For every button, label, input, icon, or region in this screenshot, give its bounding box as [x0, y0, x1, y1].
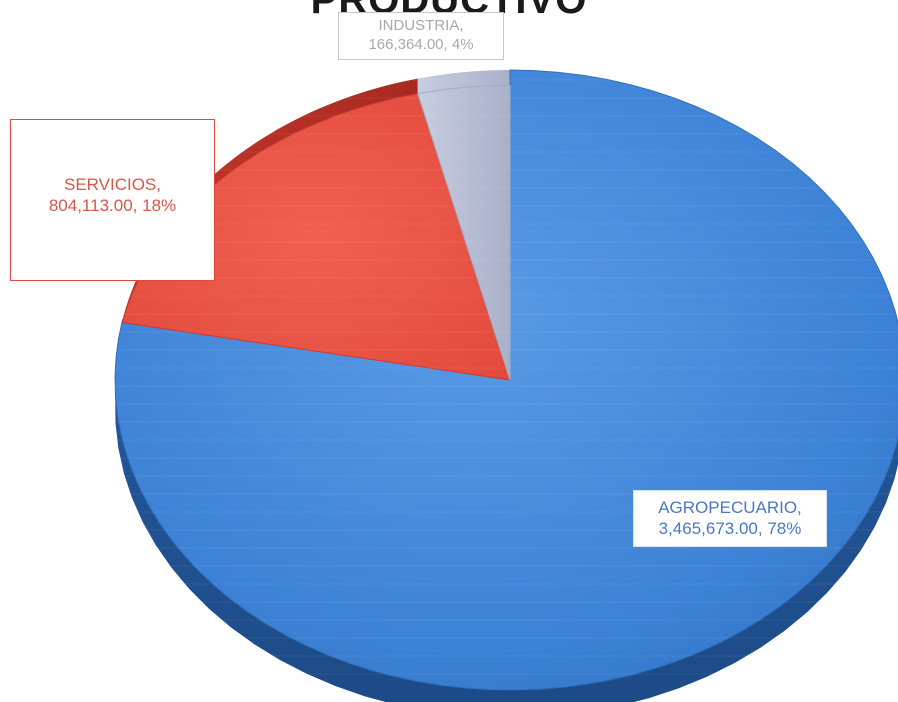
data-label-servicios-value: 804,113.00, 18%	[48, 196, 177, 216]
data-label-agropecuario-name: AGROPECUARIO,	[658, 498, 802, 517]
data-label-industria-name: INDUSTRIA,	[378, 17, 464, 34]
data-label-servicios: SERVICIOS, 804,113.00, 18%	[10, 119, 215, 281]
data-label-industria-value: 166,364.00, 4%	[368, 35, 474, 53]
data-label-agropecuario-value: 3,465,673.00, 78%	[658, 519, 802, 539]
data-label-servicios-name: SERVICIOS,	[64, 175, 161, 194]
pie-slice-industria	[417, 84, 511, 381]
pie-slices	[114, 69, 898, 702]
data-label-industria: INDUSTRIA, 166,364.00, 4%	[338, 12, 504, 60]
data-label-agropecuario: AGROPECUARIO, 3,465,673.00, 78%	[633, 490, 827, 547]
